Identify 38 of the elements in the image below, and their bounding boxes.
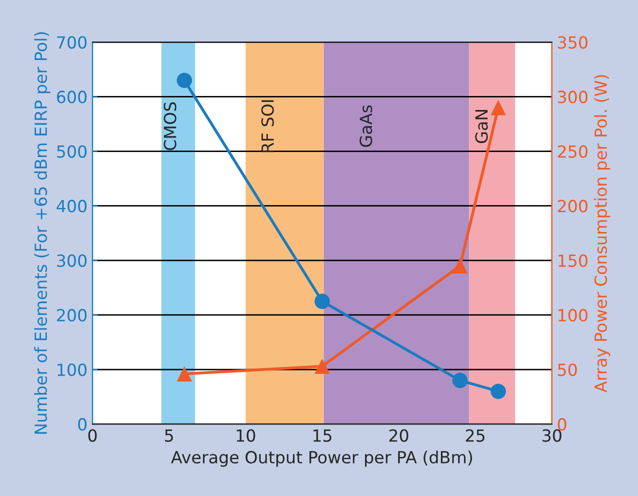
band-label: GaN [475,110,488,144]
y2-tick-label: 250 [558,145,588,158]
y-tick-label: 0 [78,418,87,431]
y-tick-label: 500 [57,145,87,158]
y-tick-label: 300 [57,254,87,267]
x-tick-label: 5 [165,429,173,442]
y2-tick-label: 50 [558,363,577,376]
y2-tick-label: 100 [558,308,588,322]
x-tick-label: 15 [313,429,332,442]
y-tick-label: 200 [57,308,87,322]
point [490,384,506,399]
y2-tick-label: 200 [558,200,588,212]
y-tick-label: 600 [57,90,87,104]
x-tick-label: 25 [466,429,484,442]
band-label: CMOS [164,102,176,150]
point [176,366,192,382]
point [314,358,330,374]
x-tick-label: 10 [236,429,256,442]
point [314,294,330,309]
x-tick-label: 0 [88,429,97,442]
y-tick-label: 700 [57,36,87,49]
y2-tick-label: 150 [558,254,588,267]
x-tick-label: 20 [389,429,408,442]
y-tick-label: 100 [58,363,87,376]
y2-tick-label: 0 [558,418,566,431]
y2-tick-label: 350 [558,36,588,49]
y-axis-title: Number of Elements (For +65 dBm EIRP per Pol) [34,32,50,434]
point [452,372,468,388]
band-label: GaAs [360,105,372,147]
x-axis-title: Average Output Power per PA (dBm) [171,450,472,467]
point [490,100,506,116]
point [452,258,468,274]
y2-tick-label: 300 [558,90,588,104]
x-tick-label: 30 [542,429,562,442]
point [176,72,192,88]
y2-axis-title: Array Power Consumption per Pol. (W) [594,75,610,392]
band-label: RF SOI [261,100,274,152]
y-tick-label: 400 [56,200,87,212]
